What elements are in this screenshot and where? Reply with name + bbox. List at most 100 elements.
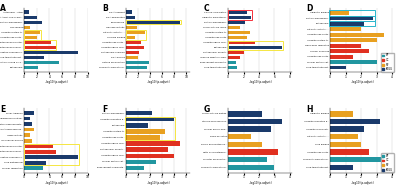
Bar [126, 36, 135, 39]
Bar [126, 117, 174, 121]
Bar [126, 117, 175, 140]
Bar [330, 55, 353, 58]
Bar [228, 31, 250, 34]
Bar [228, 11, 248, 14]
Bar [330, 119, 380, 124]
Legend: BP, CC, MF, KEGG: BP, CC, MF, KEGG [381, 52, 394, 72]
Bar [24, 133, 30, 137]
Bar [228, 157, 267, 162]
Bar [24, 36, 37, 39]
Bar [126, 31, 145, 34]
Bar [126, 61, 149, 64]
Bar [24, 111, 34, 115]
Bar [228, 36, 248, 39]
Text: A: A [0, 4, 6, 13]
Bar [126, 41, 141, 44]
Bar [330, 11, 349, 15]
Bar [330, 16, 374, 20]
Bar [24, 40, 56, 50]
Text: C: C [204, 4, 210, 13]
X-axis label: -log10 (p-adjust): -log10 (p-adjust) [44, 80, 67, 84]
Bar [228, 26, 240, 29]
Bar [24, 144, 79, 165]
Bar [330, 111, 353, 117]
Bar [228, 41, 255, 44]
Bar [24, 15, 37, 19]
Bar [126, 15, 135, 19]
X-axis label: -log10 (p-adjust): -log10 (p-adjust) [44, 181, 67, 185]
Bar [24, 20, 42, 24]
Bar [228, 111, 262, 117]
Bar [228, 126, 271, 132]
Bar [24, 66, 38, 69]
Bar [330, 44, 361, 48]
Bar [330, 16, 375, 26]
Bar [330, 134, 358, 139]
Bar [228, 61, 236, 64]
Bar [228, 46, 282, 49]
Bar [330, 49, 369, 53]
Bar [24, 51, 78, 54]
Bar [24, 127, 34, 131]
Bar [24, 31, 40, 34]
Bar [24, 166, 43, 170]
Bar [126, 166, 144, 170]
Bar [228, 164, 274, 170]
Bar [330, 142, 361, 147]
Bar [330, 149, 369, 155]
X-axis label: -log10 (p-adjust): -log10 (p-adjust) [249, 181, 272, 185]
Bar [330, 11, 375, 20]
Bar [24, 26, 30, 29]
Bar [330, 65, 346, 69]
Bar [228, 66, 238, 69]
Bar [24, 61, 59, 64]
Text: E: E [0, 105, 5, 114]
Bar [126, 135, 160, 140]
Bar [126, 123, 148, 127]
Bar [228, 51, 244, 55]
Bar [24, 122, 32, 126]
Text: F: F [102, 105, 107, 114]
Bar [24, 144, 53, 148]
Bar [228, 149, 278, 155]
Bar [24, 30, 40, 39]
Bar [330, 22, 364, 26]
Bar [228, 21, 245, 24]
Text: G: G [204, 105, 210, 114]
Bar [24, 155, 78, 159]
Bar [228, 56, 240, 59]
Bar [228, 119, 282, 124]
Bar [126, 154, 174, 158]
Bar [330, 38, 376, 42]
Bar [228, 11, 252, 20]
Bar [126, 46, 144, 49]
Bar [330, 27, 361, 31]
Bar [24, 149, 56, 154]
Bar [24, 11, 29, 14]
Bar [126, 30, 146, 39]
Bar [24, 46, 56, 49]
Bar [126, 51, 139, 54]
Bar [330, 126, 364, 132]
Bar [126, 20, 181, 24]
Bar [24, 161, 46, 164]
Legend: BP, CC, MF, KEGG: BP, CC, MF, KEGG [381, 153, 394, 172]
Bar [228, 142, 262, 147]
Text: H: H [306, 105, 312, 114]
Bar [330, 164, 353, 170]
X-axis label: -log10 (p-adjust): -log10 (p-adjust) [351, 80, 374, 84]
Text: D: D [306, 4, 312, 13]
Bar [228, 134, 251, 139]
X-axis label: -log10 (p-adjust): -log10 (p-adjust) [351, 181, 374, 185]
Bar [24, 139, 32, 143]
Bar [126, 11, 132, 14]
Bar [24, 117, 30, 121]
Bar [228, 16, 251, 19]
Text: B: B [102, 4, 108, 13]
Bar [126, 20, 180, 24]
X-axis label: -log10 (p-adjust): -log10 (p-adjust) [249, 80, 272, 84]
Bar [330, 60, 376, 64]
Bar [126, 66, 147, 69]
Bar [24, 56, 44, 59]
Bar [24, 41, 51, 44]
